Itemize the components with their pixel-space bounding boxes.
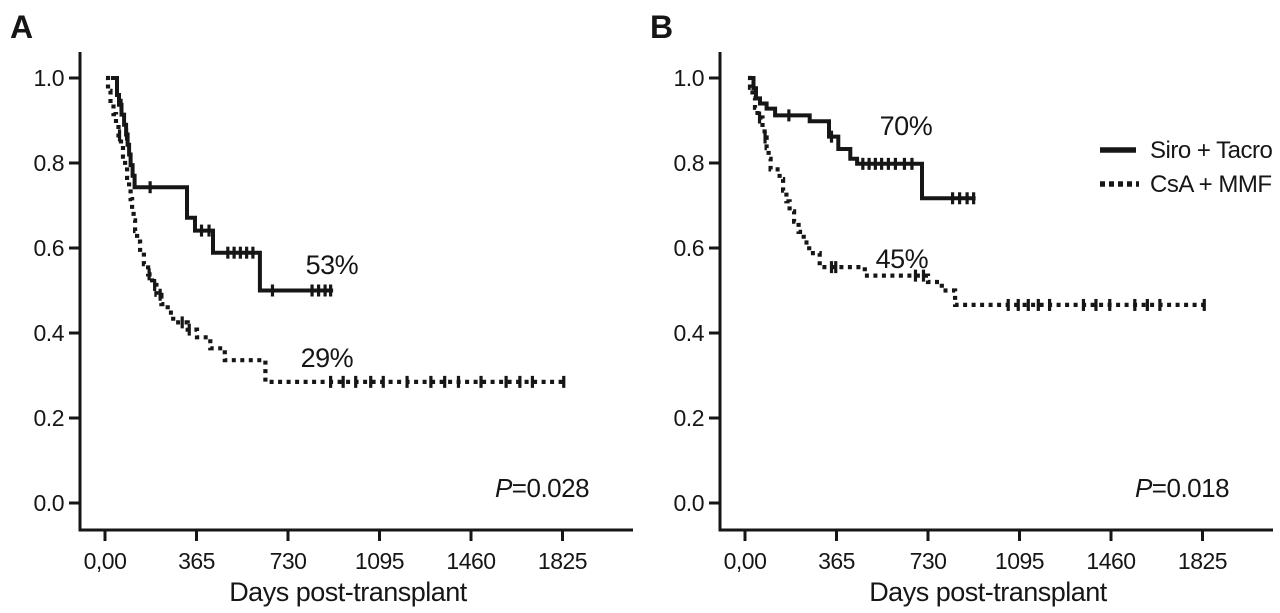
- panel-a: A 0,00 365 730 1095 1460 1825 1.0 0.8 0.6 0.4 0.2 0.…: [10, 9, 633, 607]
- y-tick-label: 0.0: [674, 490, 704, 516]
- panel-title: B: [650, 9, 673, 45]
- p-value: P=0.028: [495, 473, 589, 503]
- x-tick-label: 365: [178, 548, 215, 574]
- x-axis-title: Days post-transplant: [869, 577, 1108, 607]
- x-tick-label: 1095: [995, 548, 1044, 574]
- x-tick-label: 1095: [355, 548, 404, 574]
- p-value: P=0.018: [1135, 473, 1229, 503]
- p-value-symbol: P: [1135, 473, 1153, 503]
- panel-title: A: [10, 9, 33, 45]
- x-tick-label: 730: [270, 548, 307, 574]
- x-tick-label: 1460: [446, 548, 495, 574]
- x-tick-label: 365: [818, 548, 855, 574]
- p-value-number: =0.018: [1152, 473, 1229, 503]
- x-axis-title: Days post-transplant: [229, 577, 468, 607]
- panel-b-chart: B 0,00 365 730 1095 1460 1825 1.0 0.8 0.6 0.4 0.2 0.…: [650, 9, 1273, 607]
- survival-curve-dotted: [747, 75, 1207, 307]
- p-value-symbol: P: [495, 473, 513, 503]
- p-value-number: =0.028: [512, 473, 589, 503]
- survival-curve-dotted: [105, 75, 565, 384]
- panel-b: B 0,00 365 730 1095 1460 1825 1.0 0.8 0.6 0.4 0.2 0.…: [640, 0, 1280, 613]
- survival-percent-label: 45%: [876, 244, 929, 274]
- survival-percent-label: 29%: [301, 343, 354, 373]
- y-tick-label: 1.0: [34, 65, 64, 91]
- x-tick-label: 1825: [1178, 548, 1227, 574]
- y-tick-label: 0.2: [674, 405, 704, 431]
- y-tick-label: 0.8: [674, 150, 704, 176]
- y-tick-label: 0.4: [674, 320, 705, 346]
- y-tick-label: 0.8: [34, 150, 64, 176]
- y-tick-label: 1.0: [674, 65, 704, 91]
- survival-percent-label: 53%: [306, 250, 359, 280]
- panel-a-chart: A 0,00 365 730 1095 1460 1825 1.0 0.8 0.6 0.4 0.2 0.…: [10, 9, 633, 607]
- y-tick-label: 0.6: [34, 235, 64, 261]
- y-tick-label: 0.6: [674, 235, 704, 261]
- y-tick-label: 0.4: [34, 320, 65, 346]
- survival-curve-solid: [111, 76, 334, 293]
- x-tick-label: 1825: [538, 548, 587, 574]
- x-tick-label: 0,00: [724, 548, 767, 574]
- legend-label: CsA + MMF: [1150, 171, 1272, 198]
- y-tick-label: 0.0: [34, 490, 64, 516]
- x-tick-label: 1460: [1086, 548, 1135, 574]
- x-tick-label: 0,00: [84, 548, 127, 574]
- y-tick-label: 0.2: [34, 405, 64, 431]
- survival-percent-label: 70%: [880, 111, 933, 141]
- legend-label: Siro + Tacro: [1150, 137, 1272, 164]
- x-tick-label: 730: [910, 548, 947, 574]
